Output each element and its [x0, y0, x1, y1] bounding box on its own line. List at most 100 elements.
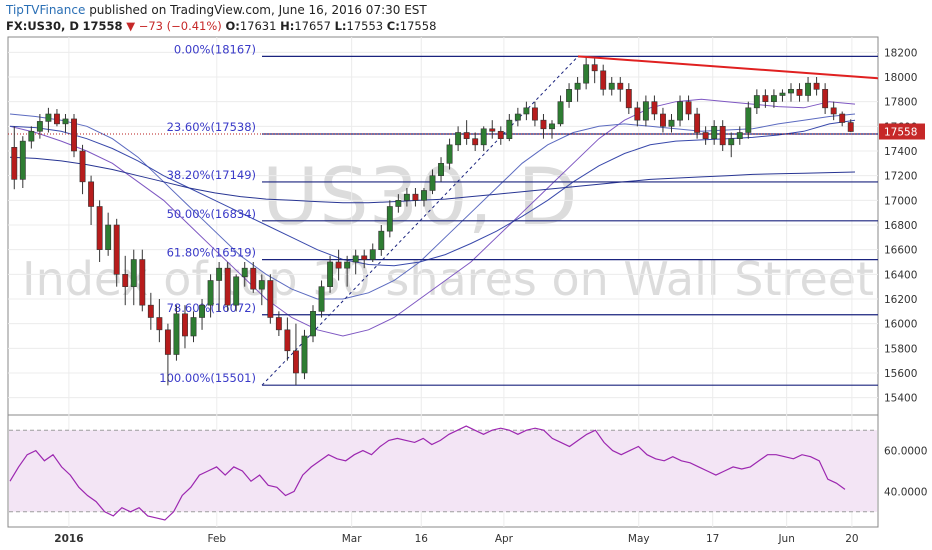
candle-body: [455, 132, 462, 146]
candle-body: [642, 101, 649, 121]
candle-body: [788, 89, 794, 94]
candle-body: [463, 132, 470, 139]
low-value: 17553: [346, 19, 384, 33]
time-tick-label: 16: [415, 533, 429, 545]
fib-level-label: 61.80%(16519): [167, 246, 256, 260]
rsi-pane[interactable]: 40.0000 60.0000: [9, 425, 927, 521]
last-price-badge: [879, 123, 925, 140]
moving-average-line: [9, 98, 856, 337]
time-axis-labels: 2016 Feb Mar 16 Apr May 17 Jun 20: [54, 533, 858, 545]
chart-header-publisher: TipTVFinance published on TradingView.co…: [6, 3, 427, 17]
candle-body: [156, 317, 163, 331]
price-change: −73 (−0.41%): [138, 19, 222, 33]
candle-body: [62, 118, 69, 125]
price-tick-label: 16200: [884, 294, 917, 306]
price-tick-label: 16800: [884, 220, 917, 232]
time-tick-label: Mar: [342, 533, 362, 545]
candle-body: [412, 193, 419, 201]
candle-body: [173, 313, 180, 355]
candle-body: [634, 107, 641, 121]
price-tick-label: 18200: [884, 47, 917, 59]
price-tick-label: 17200: [884, 171, 917, 183]
candle-body: [403, 193, 410, 201]
low-label: L:: [334, 19, 347, 33]
time-tick-label: 17: [706, 533, 719, 545]
candle-body: [566, 89, 573, 102]
candle-body: [438, 163, 444, 176]
candle-body: [28, 130, 35, 142]
moving-average-line: [9, 156, 856, 204]
candle-body: [207, 280, 214, 306]
candle-body: [839, 113, 846, 123]
candle-body: [292, 350, 299, 374]
candle-body: [224, 267, 231, 306]
trendline[interactable]: [577, 55, 879, 80]
candle-body: [310, 311, 316, 337]
candle-body: [79, 150, 86, 183]
fib-level-label: 23.60%(17538): [167, 120, 256, 134]
close-label: C:: [386, 19, 400, 33]
resistance-trendline: [577, 55, 879, 80]
candle-body: [105, 224, 112, 250]
candle-body: [677, 101, 683, 121]
candle-body: [557, 101, 564, 125]
candle-body: [531, 107, 538, 121]
down-arrow-icon: ▼: [126, 19, 136, 33]
chart-header-quote: FX:US30, D 17558 ▼ −73 (−0.41%) O:17631 …: [6, 19, 436, 33]
candle-body: [685, 101, 692, 115]
candle-body: [139, 259, 146, 306]
candle-body: [335, 261, 342, 269]
candle-body: [617, 82, 624, 90]
candle-body: [386, 206, 393, 232]
candle-body: [233, 276, 240, 306]
price-tick-label: 15600: [884, 368, 917, 380]
publisher-name[interactable]: TipTVFinance: [6, 3, 86, 17]
candle-body: [164, 329, 171, 355]
candle-body: [745, 107, 752, 133]
candle-body: [258, 280, 265, 290]
price-axis-labels: 15400 15600 15800 16000 16200 16400 16600 16800…: [879, 47, 925, 405]
time-tick-label: Jun: [777, 533, 794, 545]
price-tick-label: 17000: [884, 195, 917, 207]
candle-body: [711, 126, 718, 139]
candle-body: [344, 261, 351, 269]
publish-info: published on TradingView.com, June 16, 2…: [89, 3, 427, 17]
candle-body: [822, 89, 829, 109]
rsi-tick-label: 60.0000: [884, 446, 927, 458]
candle-body: [45, 113, 52, 122]
candle-body: [19, 140, 26, 180]
open-label: O:: [225, 19, 240, 33]
fib-level-label: 38.20%(17149): [167, 168, 256, 182]
last-price: 17558: [82, 19, 123, 33]
candle-body: [122, 274, 129, 287]
candle-body: [96, 206, 103, 250]
last-price-badge-label: 17558: [884, 127, 917, 139]
candle-body: [284, 329, 291, 352]
candle-body: [651, 101, 658, 115]
candle-body: [600, 70, 607, 90]
fib-level-label: 50.00%(16834): [167, 207, 256, 221]
candle-body: [719, 126, 726, 146]
candle-body: [421, 190, 427, 201]
price-tick-label: 17400: [884, 146, 917, 158]
candle-body: [429, 175, 436, 191]
candlesticks[interactable]: [11, 56, 854, 386]
candle-body: [250, 267, 257, 290]
candle-body: [702, 132, 709, 139]
candle-body: [113, 224, 120, 275]
open-value: 17631: [239, 19, 277, 33]
candle-body: [352, 255, 359, 263]
candle-body: [318, 286, 325, 312]
candle-body: [480, 128, 487, 146]
candle-body: [753, 95, 760, 109]
rsi-line: [9, 425, 846, 521]
candle-body: [523, 107, 530, 115]
price-tick-label: 16000: [884, 319, 917, 331]
candle-body: [770, 95, 777, 102]
candle-body: [361, 255, 368, 260]
candle-body: [199, 304, 205, 318]
candle-body: [182, 313, 188, 337]
candle-body: [190, 317, 197, 337]
candle-body: [71, 118, 77, 152]
